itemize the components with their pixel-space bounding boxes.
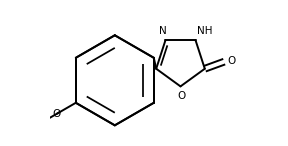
Text: O: O	[53, 109, 61, 119]
Text: O: O	[227, 56, 235, 66]
Text: O: O	[178, 91, 186, 101]
Text: N: N	[159, 26, 166, 36]
Text: NH: NH	[197, 26, 213, 36]
